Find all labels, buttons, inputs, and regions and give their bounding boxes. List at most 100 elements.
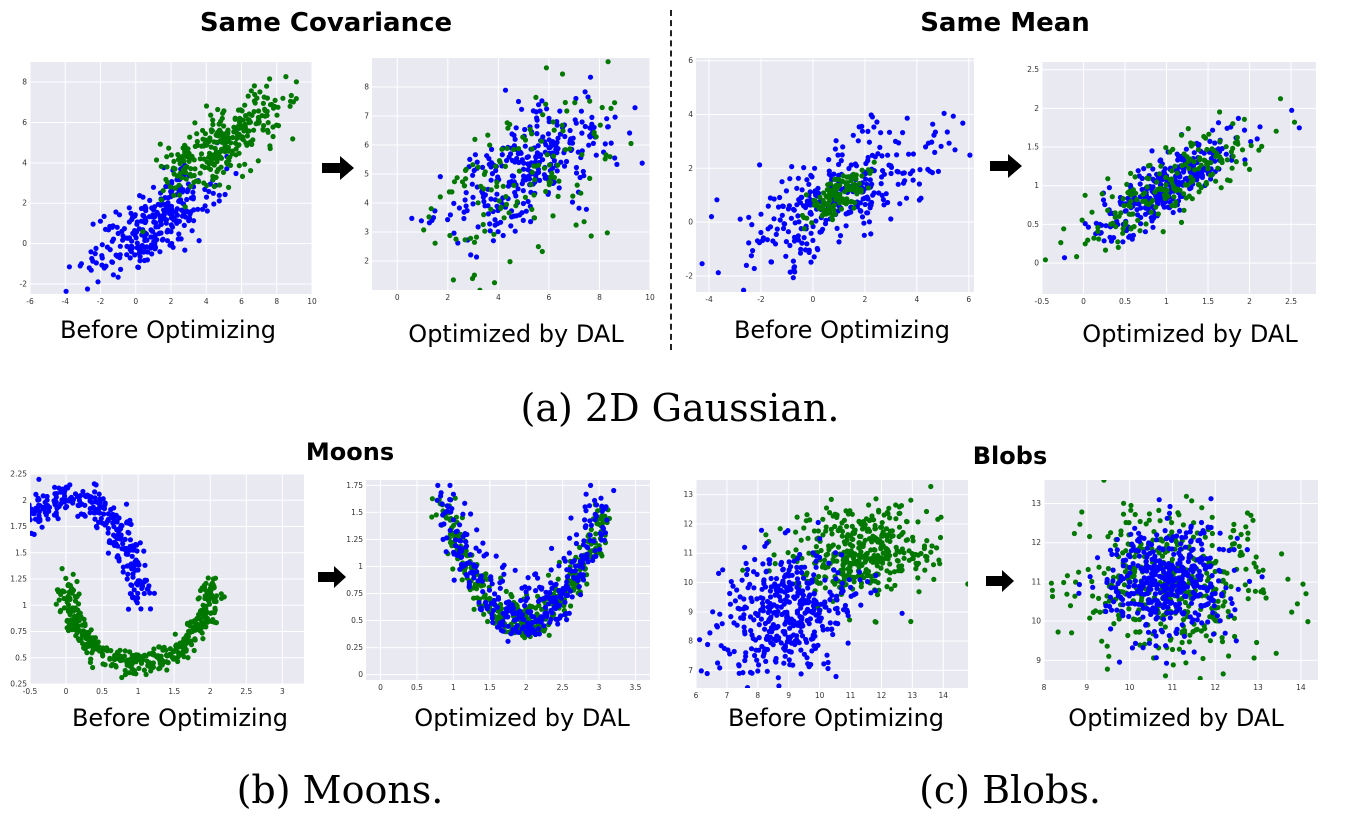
scatter-point-blue [736, 670, 742, 676]
scatter-point-green [182, 149, 188, 155]
scatter-point-blue [105, 525, 111, 532]
scatter-point-green [555, 162, 561, 168]
scatter-point-blue [1107, 234, 1113, 240]
scatter-point-blue [86, 493, 92, 499]
scatter-point-blue [862, 201, 868, 208]
scatter-point-green [144, 658, 150, 664]
scatter-point-green [571, 585, 577, 591]
scatter-point-green [832, 581, 838, 587]
scatter-point-blue [785, 599, 791, 605]
scatter-point-blue [126, 219, 132, 225]
scatter-point-green [1273, 128, 1279, 134]
scatter-point-green [900, 529, 906, 536]
scatter-point-blue [517, 608, 523, 614]
scatter-point-green [244, 142, 250, 148]
x-tick-label: 11 [1168, 683, 1178, 692]
scatter-point-blue [573, 170, 580, 176]
scatter-point-blue [794, 633, 800, 639]
scatter-point-green [1095, 228, 1101, 234]
scatter-point-blue [768, 640, 774, 646]
scatter-point-green [1105, 566, 1111, 572]
scatter-point-green [487, 142, 493, 148]
scatter-point-green [546, 162, 553, 168]
scatter-point-green [1104, 666, 1110, 672]
scatter-point-blue [564, 617, 570, 623]
scatter-point-blue [444, 503, 450, 509]
scatter-point-blue [780, 203, 786, 209]
scatter-point-green [65, 608, 72, 614]
scatter-point-blue [115, 543, 121, 549]
scatter-point-green [511, 182, 517, 188]
scatter-point-green [559, 71, 566, 77]
scatter-point-blue [505, 623, 511, 629]
scatter-point-green [1157, 518, 1163, 524]
scatter-point-green [841, 517, 847, 523]
scatter-point-blue [856, 124, 862, 130]
scatter-point-blue [168, 229, 174, 235]
scatter-point-green [813, 544, 819, 550]
scatter-point-green [862, 559, 868, 565]
scatter-point-blue [741, 287, 747, 292]
y-tick-label: 2.25 [10, 470, 27, 479]
scatter-point-green [190, 624, 196, 630]
scatter-point-green [215, 106, 221, 113]
scatter-point-green [856, 518, 862, 524]
scatter-point-green [560, 128, 566, 134]
scatter-point-green [236, 142, 242, 148]
scatter-point-blue [463, 539, 469, 545]
scatter-point-green [1128, 226, 1134, 232]
scatter-point-blue [155, 201, 161, 207]
scatter-point-blue [489, 581, 495, 587]
scatter-point-blue [133, 597, 139, 603]
scatter-point-blue [128, 210, 134, 216]
scatter-point-blue [543, 613, 549, 619]
scatter-point-green [265, 120, 271, 126]
scatter-point-blue [30, 523, 31, 525]
scatter-point-blue [42, 499, 48, 505]
scatter-point-blue [525, 609, 531, 615]
scatter-point-blue [880, 168, 886, 174]
scatter-point-green [598, 516, 604, 522]
scatter-point-blue [472, 152, 478, 158]
scatter-point-blue [109, 238, 115, 244]
scatter-point-blue [513, 125, 519, 131]
scatter-point-green [57, 609, 63, 615]
scatter-point-green [172, 631, 178, 637]
scatter-point-blue [867, 177, 873, 183]
scatter-point-blue [772, 658, 778, 664]
scatter-point-blue [586, 503, 593, 509]
scatter-point-blue [125, 235, 131, 241]
scatter-point-blue [159, 237, 165, 243]
scatter-point-green [1133, 617, 1139, 623]
scatter-point-blue [494, 624, 501, 630]
scatter-point-green [1179, 163, 1185, 169]
scatter-point-blue [742, 544, 748, 550]
scatter-point-green [173, 643, 179, 649]
scatter-point-green [815, 528, 821, 534]
scatter-point-green [1192, 167, 1198, 173]
scatter-point-blue [814, 245, 820, 252]
scatter-point-blue [523, 598, 529, 604]
scatter-point-blue [129, 238, 135, 244]
scatter-point-blue [557, 108, 563, 114]
scatter-point-blue [861, 220, 867, 226]
scatter-point-green [1203, 179, 1209, 186]
x-tick-label: 2 [445, 293, 450, 302]
scatter-point-green [449, 189, 455, 195]
scatter-point-green [892, 552, 898, 558]
scatter-point-blue [708, 214, 715, 220]
scatter-point-green [1155, 186, 1161, 192]
scatter-point-blue [92, 516, 98, 522]
points-layer [1042, 96, 1302, 263]
scatter-point-green [516, 168, 522, 174]
scatter-point-green [1198, 162, 1204, 168]
x-tick-label: 0 [133, 297, 138, 306]
scatter-point-blue [752, 556, 758, 563]
scatter-point-blue [164, 229, 170, 235]
scatter-point-blue [148, 234, 154, 240]
scatter-point-blue [835, 621, 841, 627]
scatter-point-blue [512, 159, 518, 165]
scatter-point-blue [1160, 199, 1166, 205]
scatter-point-green [1207, 638, 1213, 644]
